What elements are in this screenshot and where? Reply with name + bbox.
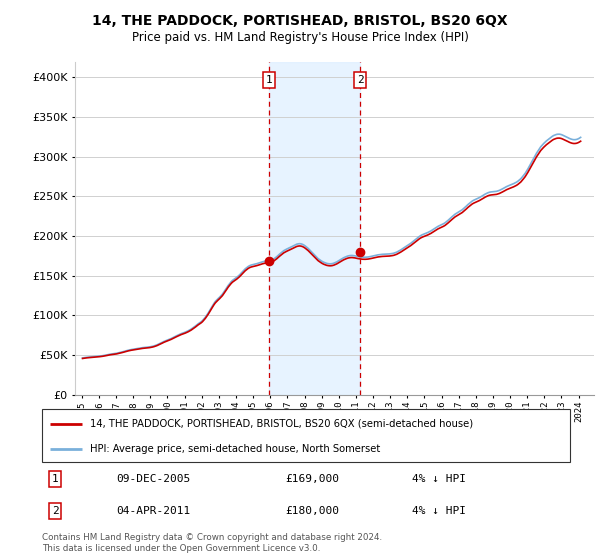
Text: 14, THE PADDOCK, PORTISHEAD, BRISTOL, BS20 6QX (semi-detached house): 14, THE PADDOCK, PORTISHEAD, BRISTOL, BS… <box>89 419 473 429</box>
Text: 4% ↓ HPI: 4% ↓ HPI <box>412 506 466 516</box>
Bar <box>269 62 360 395</box>
Text: 2: 2 <box>357 75 364 85</box>
Text: Price paid vs. HM Land Registry's House Price Index (HPI): Price paid vs. HM Land Registry's House … <box>131 31 469 44</box>
Text: £169,000: £169,000 <box>285 474 339 484</box>
FancyBboxPatch shape <box>42 409 570 462</box>
Text: 1: 1 <box>266 75 272 85</box>
Text: HPI: Average price, semi-detached house, North Somerset: HPI: Average price, semi-detached house,… <box>89 444 380 454</box>
Text: Contains HM Land Registry data © Crown copyright and database right 2024.
This d: Contains HM Land Registry data © Crown c… <box>42 533 382 553</box>
Text: 14, THE PADDOCK, PORTISHEAD, BRISTOL, BS20 6QX: 14, THE PADDOCK, PORTISHEAD, BRISTOL, BS… <box>92 14 508 28</box>
Text: 2: 2 <box>52 506 59 516</box>
Text: 04-APR-2011: 04-APR-2011 <box>116 506 190 516</box>
Text: 1: 1 <box>52 474 59 484</box>
Text: £180,000: £180,000 <box>285 506 339 516</box>
Text: 09-DEC-2005: 09-DEC-2005 <box>116 474 190 484</box>
Text: 4% ↓ HPI: 4% ↓ HPI <box>412 474 466 484</box>
